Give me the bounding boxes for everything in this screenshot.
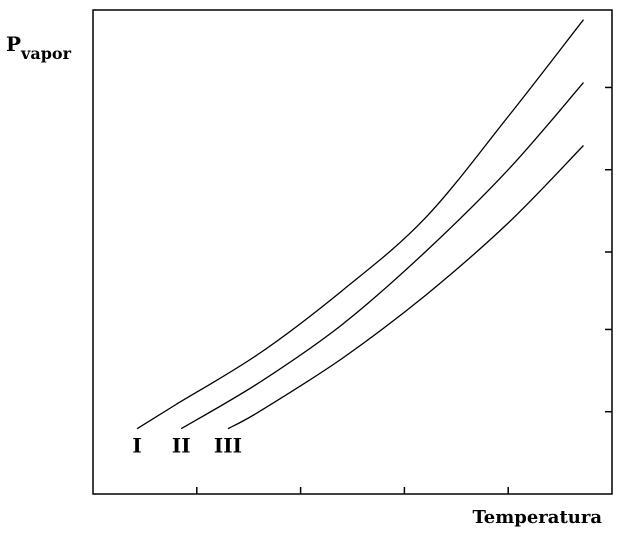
series-lines bbox=[136, 19, 585, 430]
y-axis-label-main: P bbox=[6, 32, 22, 56]
y-axis-label: Pvapor bbox=[6, 32, 71, 62]
series-label-ii: II bbox=[172, 434, 191, 458]
series-labels: I II III bbox=[132, 434, 242, 458]
x-axis-label: Temperatura bbox=[472, 507, 602, 528]
series-line-i bbox=[136, 19, 585, 430]
series-label-iii: III bbox=[214, 434, 242, 458]
series-label-i: I bbox=[132, 434, 141, 458]
series-line-iii bbox=[227, 145, 584, 430]
y-axis-label-subscript: vapor bbox=[21, 44, 71, 63]
series-line-ii bbox=[180, 82, 584, 430]
x-ticks bbox=[196, 487, 509, 494]
y-ticks bbox=[605, 86, 612, 413]
